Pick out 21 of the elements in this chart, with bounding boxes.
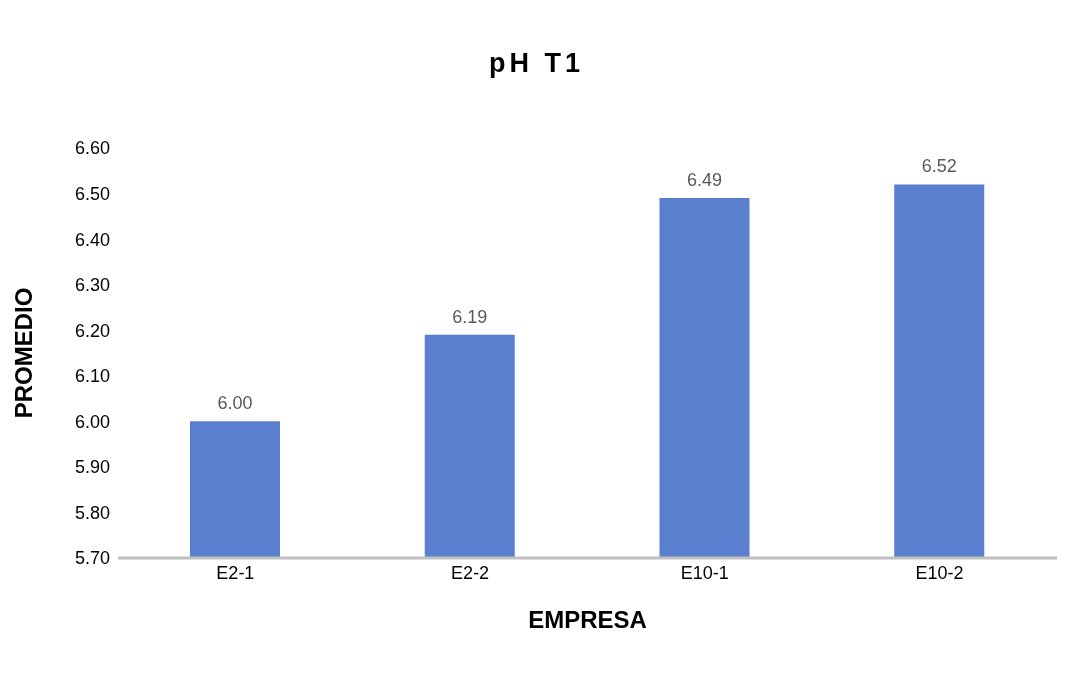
y-tick-label: 6.30 — [74, 275, 110, 296]
y-tick-label: 6.40 — [74, 229, 110, 250]
y-tick-label: 6.50 — [74, 183, 110, 204]
x-axis-title: EMPRESA — [528, 606, 647, 633]
x-tick-label: E10-1 — [680, 562, 729, 583]
y-tick-label: 5.80 — [74, 502, 110, 523]
x-tick-label: E2-1 — [216, 562, 255, 583]
x-tick-label: E10-2 — [915, 562, 964, 583]
y-tick-label: 6.60 — [74, 138, 110, 159]
y-axis-title: PROMEDIO — [9, 287, 37, 419]
data-label: 6.52 — [921, 156, 957, 177]
y-tick-label: 5.70 — [74, 548, 110, 569]
data-label: 6.19 — [452, 306, 488, 327]
y-tick-label: 5.90 — [74, 457, 110, 478]
y-tick-label: 6.00 — [74, 411, 110, 432]
data-label: 6.00 — [217, 393, 253, 414]
data-label: 6.49 — [686, 170, 723, 191]
y-tick-label: 6.10 — [74, 366, 110, 387]
y-tick-label: 6.20 — [74, 320, 110, 341]
x-tick-label: E2-2 — [451, 562, 490, 583]
chart-title: pH T1 — [488, 47, 585, 80]
